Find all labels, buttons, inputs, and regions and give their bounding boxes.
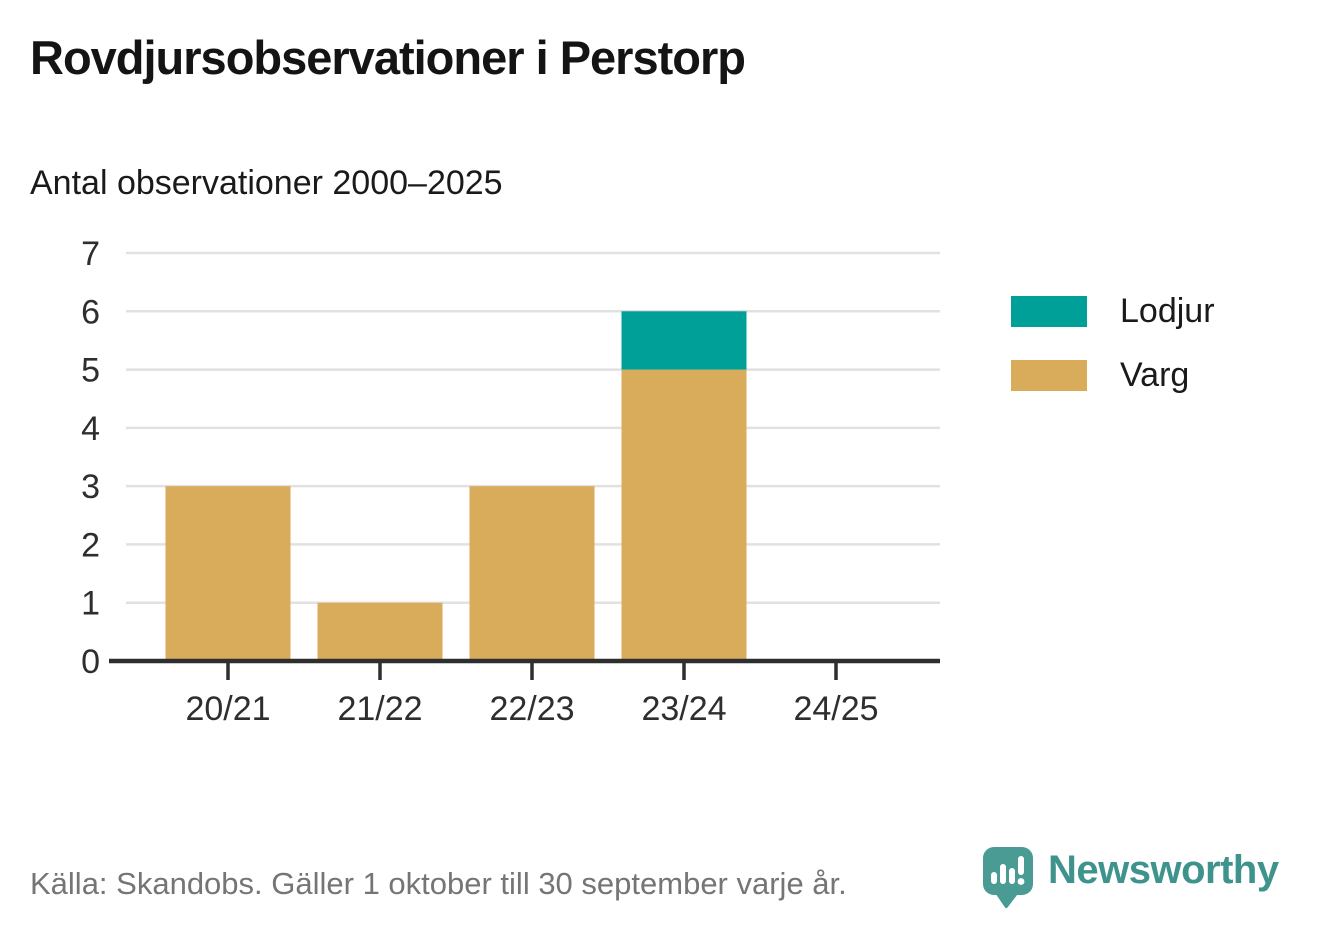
x-tick-label: 23/24 [641,690,726,728]
bar-segment-varg-23/24 [621,369,747,661]
branding: Newsworthy [982,846,1279,910]
newsworthy-speech-bubble-bars-icon [983,847,1033,909]
y-tick-label: 0 [81,643,100,681]
chart-legend: Lodjur Varg [1011,292,1215,420]
y-tick-label: 2 [81,526,100,564]
legend-label: Lodjur [1120,292,1215,330]
legend-swatch-varg [1011,360,1087,391]
bar-segment-varg-22/23 [469,486,595,661]
y-tick-label: 6 [81,293,100,331]
legend-swatch-lodjur [1011,296,1087,327]
x-tick-label: 24/25 [793,690,878,728]
x-tick-label: 22/23 [489,690,574,728]
legend-item-lodjur: Lodjur [1011,292,1215,331]
y-tick-label: 7 [81,235,100,273]
page-title: Rovdjursobservationer i Perstorp [30,31,746,84]
y-tick-label: 4 [81,410,100,448]
chart-subtitle: Antal observationer 2000–2025 [30,164,503,202]
brand-wordmark: Newsworthy [1048,848,1279,892]
y-tick-label: 1 [81,585,100,623]
y-tick-label: 3 [81,468,100,506]
y-tick-label: 5 [81,352,100,390]
x-tick-label: 20/21 [185,690,270,728]
legend-item-varg: Varg [1011,356,1215,395]
bar-segment-varg-20/21 [165,486,291,661]
x-tick-label: 21/22 [337,690,422,728]
bar-segment-varg-21/22 [317,602,443,661]
source-note: Källa: Skandobs. Gäller 1 oktober till 3… [30,866,847,901]
stacked-bar-chart: 20/21 21/22 22/23 23/24 24/25 0 1 2 3 4 5 6 7 [81,235,940,728]
legend-label: Varg [1120,356,1190,394]
bar-segment-lodjur-23/24 [621,311,747,370]
